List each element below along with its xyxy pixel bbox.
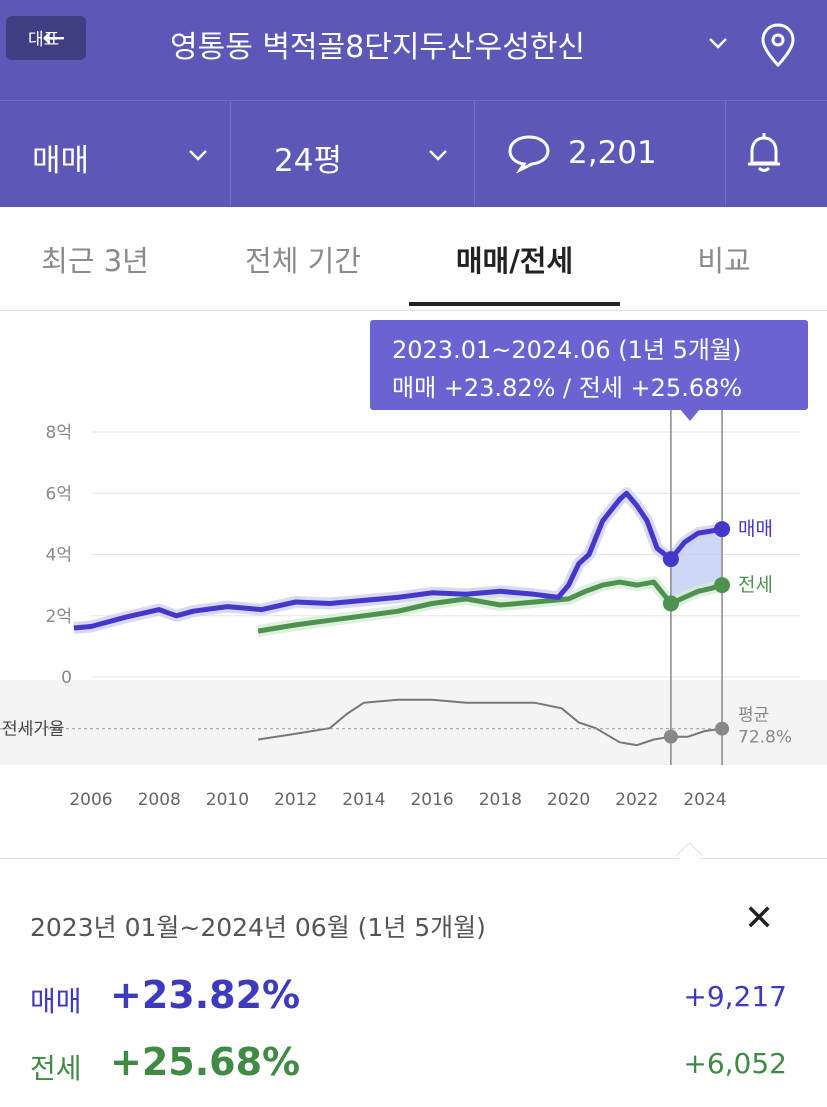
chevron-down-icon: [189, 150, 207, 161]
period-tabs: 최근 3년 전체 기간 매매/전세 비교: [0, 206, 827, 311]
chevron-down-icon[interactable]: [708, 36, 728, 50]
sale-change-percent: +23.82%: [110, 973, 301, 1017]
x-tick-label: 2010: [206, 790, 249, 810]
x-tick-label: 2008: [138, 790, 181, 810]
chevron-down-icon: [429, 150, 447, 161]
range-tooltip: 2023.01~2024.06 (1년 5개월) 매매 +23.82% / 전세…: [370, 320, 808, 410]
comment-count: 2,201: [568, 135, 657, 171]
y-tick-label: 6억: [46, 484, 72, 504]
tab-sale-jeonse[interactable]: 매매/전세: [455, 244, 574, 278]
sale-start-dot: [662, 551, 679, 568]
jeonse-change-percent: +25.68%: [110, 1040, 301, 1084]
comment-icon: [508, 135, 550, 173]
tooltip-summary: 매매 +23.82% / 전세 +25.68%: [392, 374, 743, 402]
ratio-band: [0, 680, 827, 765]
sale-end-label: 매매: [738, 518, 773, 540]
ratio-end-dot: [715, 721, 730, 736]
y-tick-label: 8억: [46, 423, 72, 443]
size-value: 24평: [274, 143, 342, 179]
detail-pointer: [676, 842, 703, 869]
sale-change-amount: +9,217: [683, 980, 787, 1013]
y-tick-label: 4억: [46, 546, 72, 566]
representative-badge: 대표: [28, 30, 60, 50]
tab-compare[interactable]: 비교: [697, 244, 751, 278]
filter-bar: 매매 24평 2,201: [0, 100, 827, 207]
tab-all-period[interactable]: 전체 기간: [245, 244, 361, 278]
comments-button[interactable]: 2,201: [474, 101, 726, 207]
x-tick-label: 2014: [342, 790, 385, 810]
jeonse-change-amount: +6,052: [683, 1047, 787, 1080]
ratio-axis-label: 전세가율: [2, 720, 65, 740]
ratio-average-label: 평균: [738, 706, 769, 726]
y-tick-label: 0: [61, 668, 72, 688]
jeonse-line: [257, 579, 723, 634]
x-tick-label: 2020: [547, 790, 590, 810]
x-tick-label: 2018: [479, 790, 522, 810]
x-tick-label: 2012: [274, 790, 317, 810]
notification-button[interactable]: [725, 101, 827, 207]
x-tick-label: 2006: [69, 790, 112, 810]
location-pin-icon[interactable]: [760, 22, 796, 68]
jeonse-start-dot: [662, 595, 679, 612]
apartment-title[interactable]: 영통동 벽적골8단지두산우성한신: [170, 30, 586, 65]
detail-period: 2023년 01월~2024년 06월 (1년 5개월): [30, 913, 486, 942]
price-chart[interactable]: 8억 6억 4억 2억 0 2006 2008 2010 2012 2014 2016 2018 202…: [0, 410, 827, 846]
trade-type-select[interactable]: 매매: [0, 101, 231, 207]
sale-end-dot: [714, 521, 731, 538]
x-tick-label: 2022: [615, 790, 658, 810]
x-tick-label: 2024: [683, 790, 726, 810]
jeonse-end-label: 전세: [738, 574, 773, 596]
size-select[interactable]: 24평: [230, 101, 475, 207]
tooltip-range: 2023.01~2024.06 (1년 5개월): [392, 336, 742, 364]
active-tab-indicator: [409, 302, 620, 306]
back-arrow-icon: ←: [42, 21, 66, 54]
ratio-average-value: 72.8%: [738, 728, 792, 748]
bell-icon: [748, 133, 780, 172]
y-tick-label: 2억: [46, 607, 72, 627]
close-icon[interactable]: ✕: [744, 898, 775, 939]
x-tick-label: 2016: [410, 790, 453, 810]
trade-type-value: 매매: [32, 143, 90, 179]
sale-label: 매매: [30, 985, 82, 1018]
sale-line: [73, 490, 723, 631]
ratio-start-dot: [663, 729, 678, 744]
tab-recent-3-years[interactable]: 최근 3년: [41, 244, 149, 278]
jeonse-label: 전세: [30, 1052, 82, 1085]
back-button[interactable]: 대표 ←: [6, 16, 86, 60]
jeonse-end-dot: [714, 577, 731, 594]
tooltip-pointer: [680, 409, 700, 421]
detail-divider: [0, 858, 827, 859]
top-bar: 대표 ← 영통동 벽적골8단지두산우성한신: [0, 0, 827, 100]
